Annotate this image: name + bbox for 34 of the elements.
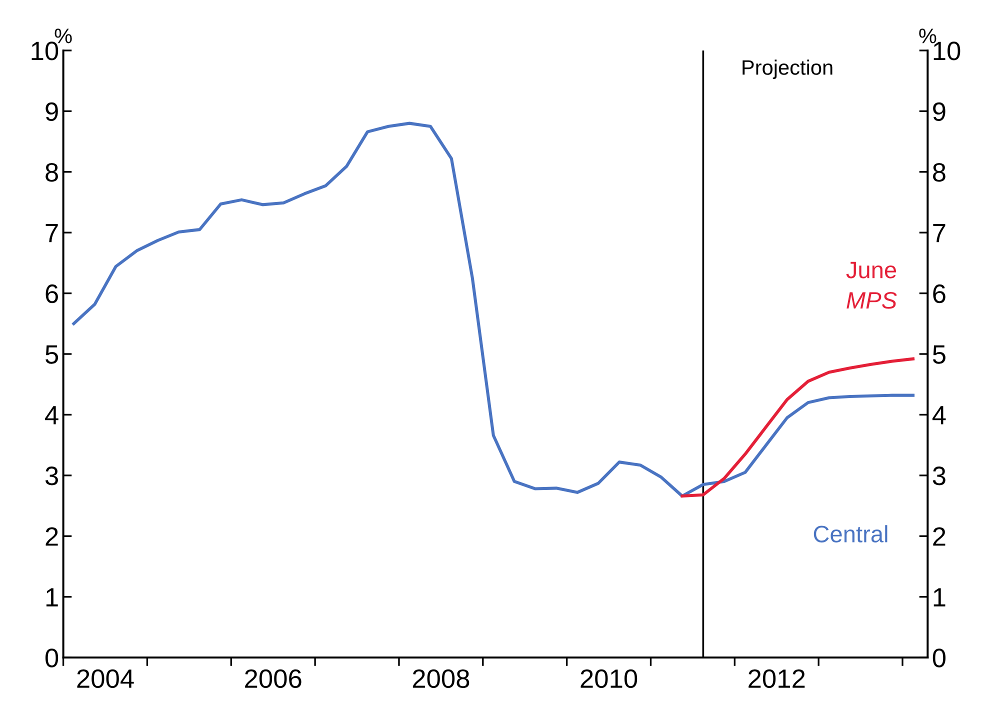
y-tick-label: 3 — [45, 466, 58, 486]
x-tick-label: 2004 — [77, 669, 134, 688]
ref-line-label: Projection — [742, 60, 832, 79]
y-tick-label: 7 — [46, 224, 58, 242]
y-tick-label: 10 — [32, 42, 58, 60]
text: Central — [814, 525, 888, 542]
y2-tick-label: 4 — [932, 406, 946, 424]
y-tick-label: 2 — [46, 527, 58, 546]
text: June MPS — [846, 262, 897, 309]
x-tick-label: 2008 — [412, 669, 470, 688]
y-tick-label: 1 — [46, 588, 58, 606]
y2-tick-label: 3 — [932, 466, 946, 486]
y2-tick-label: 7 — [933, 224, 946, 242]
x-tick-label: 2010 — [580, 669, 638, 688]
line-series — [680, 357, 915, 498]
y-tick-label: 8 — [46, 163, 58, 182]
y2-tick-label: 1 — [934, 588, 946, 606]
y2-tick-label: 10 — [934, 42, 960, 60]
x-tick-label: 2012 — [748, 669, 805, 688]
y2-tick-label: 8 — [932, 163, 946, 182]
y-tick-label: 4 — [45, 406, 58, 424]
y-tick-label: 0 — [45, 648, 58, 668]
y-tick-label: 6 — [46, 284, 58, 304]
line-series — [72, 122, 915, 498]
y-tick-label: 5 — [46, 345, 58, 364]
y-tick-label: 9 — [46, 102, 58, 121]
y2-tick-label: 2 — [933, 527, 946, 546]
x-tick-label: 2006 — [245, 669, 302, 688]
y2-tick-label: 5 — [932, 345, 946, 364]
y2-tick-label: 6 — [933, 284, 946, 304]
y2-tick-label: 0 — [932, 648, 946, 668]
y2-tick-label: 9 — [933, 102, 946, 121]
y-axis-title: % — [54, 28, 72, 44]
y2-axis-title: % — [919, 28, 936, 44]
